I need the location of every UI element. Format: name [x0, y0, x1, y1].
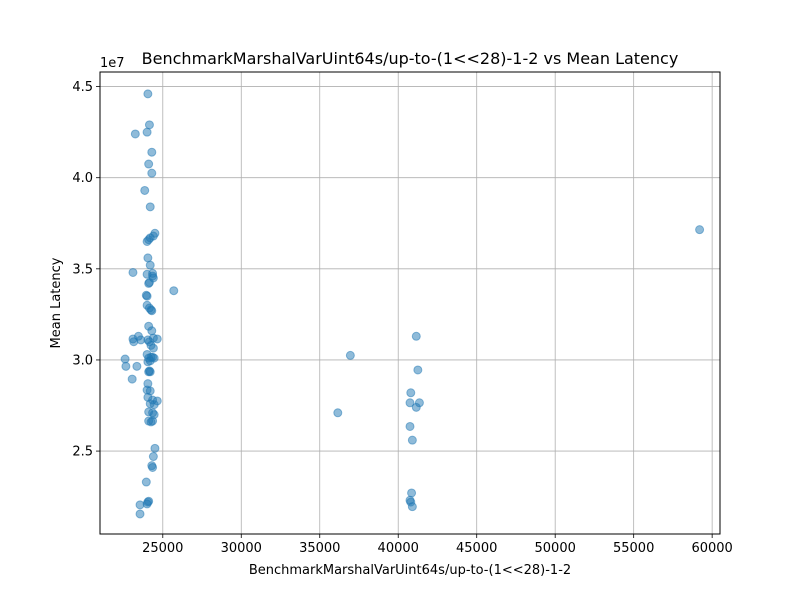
x-tick-label: 25000 — [142, 541, 183, 556]
scatter-point — [145, 260, 155, 270]
scatter-point — [147, 147, 157, 157]
y-tick-label: 4.0 — [72, 171, 93, 186]
scatter-point — [144, 235, 154, 245]
scatter-point — [150, 443, 160, 453]
x-tick-label: 55000 — [613, 541, 654, 556]
scatter-point — [135, 500, 145, 510]
y-tick-label: 3.5 — [72, 262, 93, 277]
data-points — [120, 89, 705, 519]
scatter-point — [413, 365, 423, 375]
scatter-point — [411, 331, 421, 341]
scatter-point — [148, 416, 158, 426]
scatter-point — [148, 462, 158, 472]
scatter-point — [135, 509, 145, 519]
scatter-point — [333, 408, 343, 418]
scatter-point — [143, 253, 153, 263]
scatter-point — [130, 129, 140, 139]
x-tick-label: 40000 — [378, 541, 419, 556]
y-tick-label: 3.0 — [72, 353, 93, 368]
scatter-point — [407, 488, 417, 498]
scatter-point — [144, 367, 154, 377]
scatter-point — [695, 225, 705, 235]
scatter-point — [147, 306, 157, 316]
scatter-point — [406, 388, 416, 398]
scatter-point — [142, 127, 152, 137]
y-axis-label: Mean Latency — [49, 257, 64, 348]
scatter-point — [120, 354, 130, 364]
scatter-point — [147, 326, 157, 336]
scatter-point — [152, 334, 162, 344]
y-tick-label: 4.5 — [72, 80, 93, 95]
x-axis-ticks: 25000 30000 35000 40000 45000 50000 55000 60000 — [142, 534, 733, 556]
scatter-point — [147, 168, 157, 178]
scatter-point — [141, 477, 151, 487]
plot-area-frame — [99, 71, 721, 535]
scatter-point — [127, 374, 137, 384]
scatter-point — [148, 343, 158, 353]
scatter-point — [345, 350, 355, 360]
chart-title: BenchmarkMarshalVarUint64s/up-to-(1<<28)… — [142, 49, 679, 68]
scatter-point — [405, 421, 415, 431]
x-tick-label: 50000 — [535, 541, 576, 556]
scatter-point — [144, 120, 154, 130]
scatter-point — [148, 452, 158, 462]
x-tick-label: 35000 — [299, 541, 340, 556]
scatter-point — [145, 202, 155, 212]
y-axis-offset-label: 1e7 — [100, 56, 125, 71]
scatter-point — [132, 361, 142, 371]
scatter-point — [143, 89, 153, 99]
grid-lines — [100, 72, 720, 534]
scatter-point — [144, 159, 154, 169]
x-axis-label: BenchmarkMarshalVarUint64s/up-to-(1<<28)… — [249, 563, 571, 578]
y-tick-label: 2.5 — [72, 445, 93, 460]
scatter-point — [169, 286, 179, 296]
scatter-point — [407, 502, 417, 512]
scatter-point — [407, 435, 417, 445]
scatter-point — [128, 267, 138, 277]
scatter-point — [149, 400, 159, 410]
scatter-point — [144, 277, 154, 287]
scatter-point — [414, 398, 424, 408]
x-tick-label: 30000 — [221, 541, 262, 556]
scatter-point — [121, 361, 131, 371]
scatter-point — [405, 398, 415, 408]
scatter-point — [142, 291, 152, 301]
scatter-point — [145, 356, 155, 366]
scatter-point — [140, 185, 150, 195]
x-tick-label: 60000 — [691, 541, 732, 556]
y-axis-ticks: 2.5 3.0 3.5 4.0 4.5 — [72, 80, 100, 460]
x-tick-label: 45000 — [456, 541, 497, 556]
